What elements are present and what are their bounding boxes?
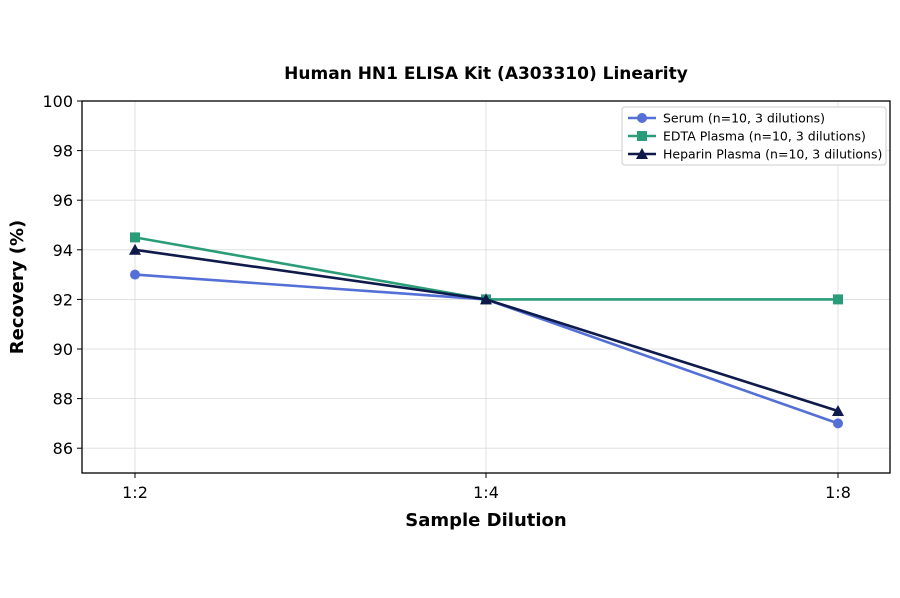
y-tick-label: 88 [53,390,73,409]
legend-swatch-marker [637,113,647,123]
y-tick-label: 100 [42,92,73,111]
y-axis-label: Recovery (%) [7,220,28,354]
legend-label: EDTA Plasma (n=10, 3 dilutions) [663,129,866,144]
data-point [833,418,843,429]
series-line [134,236,838,301]
data-point [130,269,140,280]
y-tick-label: 92 [53,290,73,309]
x-tick-label: 1:8 [825,483,851,502]
x-tick-label: 1:2 [122,483,148,502]
y-tick-label: 96 [53,191,73,210]
legend-label: Serum (n=10, 3 dilutions) [663,111,825,126]
x-tick-label: 1:4 [473,483,499,502]
tick-layer: 86 88 90 92 94 96 98 100 1:2 1:4 1:8 [42,92,850,502]
series-1 [130,232,843,305]
data-point [833,294,843,305]
data-point [129,243,141,255]
series-layer [129,232,844,429]
y-tick-label: 94 [53,241,73,260]
data-point [130,232,140,243]
data-point [832,405,844,416]
legend-label: Heparin Plasma (n=10, 3 dilutions) [663,147,882,162]
legend-swatch-marker [637,131,647,141]
data-point [480,293,492,305]
chart-title: Human HN1 ELISA Kit (A303310) Linearity [284,64,688,84]
legend-swatch-marker [636,148,648,159]
x-axis-label: Sample Dilution [405,510,566,531]
y-tick-label: 98 [53,142,73,161]
legend: Serum (n=10, 3 dilutions) EDTA Plasma (n=… [621,106,887,166]
y-tick-label: 86 [53,439,73,458]
legend-box [621,106,887,166]
y-tick-label: 90 [53,340,73,359]
series-2 [129,243,844,416]
